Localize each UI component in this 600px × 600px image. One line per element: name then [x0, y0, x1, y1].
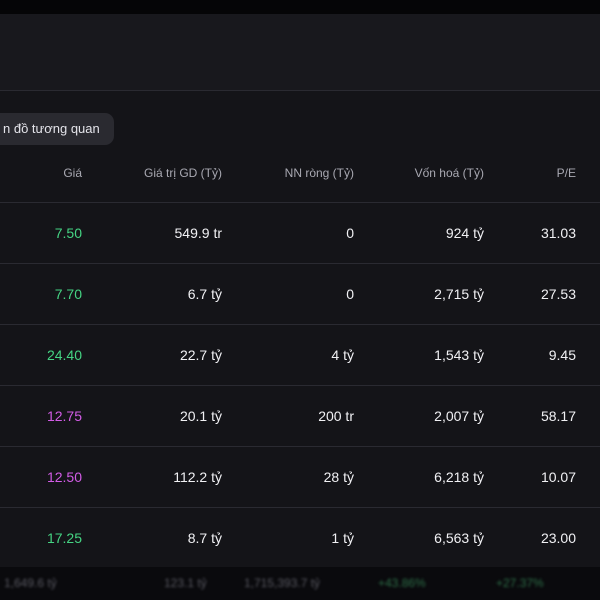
top-bar	[0, 0, 600, 14]
correlation-chart-tab-label: n đồ tương quan	[3, 121, 100, 136]
footer-market-cap-total: 1,715,393.7 tỷ	[244, 576, 321, 590]
footer-foreign-total: 123.1 tỷ	[164, 576, 207, 590]
foreign-net-cell: 4 tỷ	[331, 347, 354, 363]
table-row[interactable]: 7.50 549.9 tr 0 924 tỷ 31.03	[0, 203, 600, 264]
trading-value-cell: 6.7 tỷ	[187, 286, 222, 302]
correlation-chart-tab[interactable]: n đồ tương quan	[0, 113, 114, 145]
table-header: Giá Giá trị GD (Tỷ) NN ròng (Tỷ) Vốn hoá…	[0, 145, 600, 203]
table-row[interactable]: 12.75 20.1 tỷ 200 tr 2,007 tỷ 58.17	[0, 386, 600, 447]
trading-value-cell: 112.2 tỷ	[173, 469, 222, 485]
pe-cell: 58.17	[540, 408, 576, 424]
header-divider	[0, 90, 600, 91]
pe-cell: 27.53	[540, 286, 576, 302]
pe-cell: 31.03	[540, 225, 576, 241]
stock-table: Giá Giá trị GD (Tỷ) NN ròng (Tỷ) Vốn hoá…	[0, 145, 600, 569]
price-cell: 7.70	[54, 286, 82, 302]
header-price[interactable]: Giá	[63, 166, 82, 180]
pe-cell: 23.00	[540, 530, 576, 546]
market-cap-cell: 2,715 tỷ	[434, 286, 484, 302]
foreign-net-cell: 1 tỷ	[331, 530, 354, 546]
table-row[interactable]: 17.25 8.7 tỷ 1 tỷ 6,563 tỷ 23.00	[0, 508, 600, 569]
header-foreign-net[interactable]: NN ròng (Tỷ)	[284, 166, 354, 180]
footer-total-value: 1,649.6 tỷ	[4, 576, 57, 590]
market-cap-cell: 1,543 tỷ	[434, 347, 484, 363]
trading-value-cell: 20.1 tỷ	[179, 408, 222, 424]
footer-change-1: +43.86%	[378, 576, 426, 590]
foreign-net-cell: 0	[346, 286, 354, 302]
pe-cell: 9.45	[548, 347, 576, 363]
pe-cell: 10.07	[540, 469, 576, 485]
market-cap-cell: 2,007 tỷ	[434, 408, 484, 424]
table-row[interactable]: 24.40 22.7 tỷ 4 tỷ 1,543 tỷ 9.45	[0, 325, 600, 386]
foreign-net-cell: 200 tr	[318, 408, 354, 424]
market-cap-cell: 6,218 tỷ	[434, 469, 484, 485]
trading-value-cell: 22.7 tỷ	[179, 347, 222, 363]
header-market-cap[interactable]: Vốn hoá (Tỷ)	[414, 166, 484, 180]
footer-change-2: +27.37%	[496, 576, 544, 590]
market-cap-cell: 6,563 tỷ	[434, 530, 484, 546]
header-area	[0, 14, 600, 90]
trading-value-cell: 549.9 tr	[174, 225, 222, 241]
price-cell: 17.25	[46, 530, 82, 546]
header-trading-value[interactable]: Giá trị GD (Tỷ)	[144, 166, 222, 180]
table-row[interactable]: 7.70 6.7 tỷ 0 2,715 tỷ 27.53	[0, 264, 600, 325]
price-cell: 12.75	[46, 408, 82, 424]
foreign-net-cell: 0	[346, 225, 354, 241]
trading-value-cell: 8.7 tỷ	[187, 530, 222, 546]
price-cell: 12.50	[46, 469, 82, 485]
foreign-net-cell: 28 tỷ	[323, 469, 354, 485]
table-row[interactable]: 12.50 112.2 tỷ 28 tỷ 6,218 tỷ 10.07	[0, 447, 600, 508]
price-cell: 7.50	[54, 225, 82, 241]
market-cap-cell: 924 tỷ	[445, 225, 484, 241]
summary-footer: 1,649.6 tỷ 123.1 tỷ 1,715,393.7 tỷ +43.8…	[0, 567, 600, 600]
price-cell: 24.40	[46, 347, 82, 363]
header-pe[interactable]: P/E	[556, 166, 576, 180]
